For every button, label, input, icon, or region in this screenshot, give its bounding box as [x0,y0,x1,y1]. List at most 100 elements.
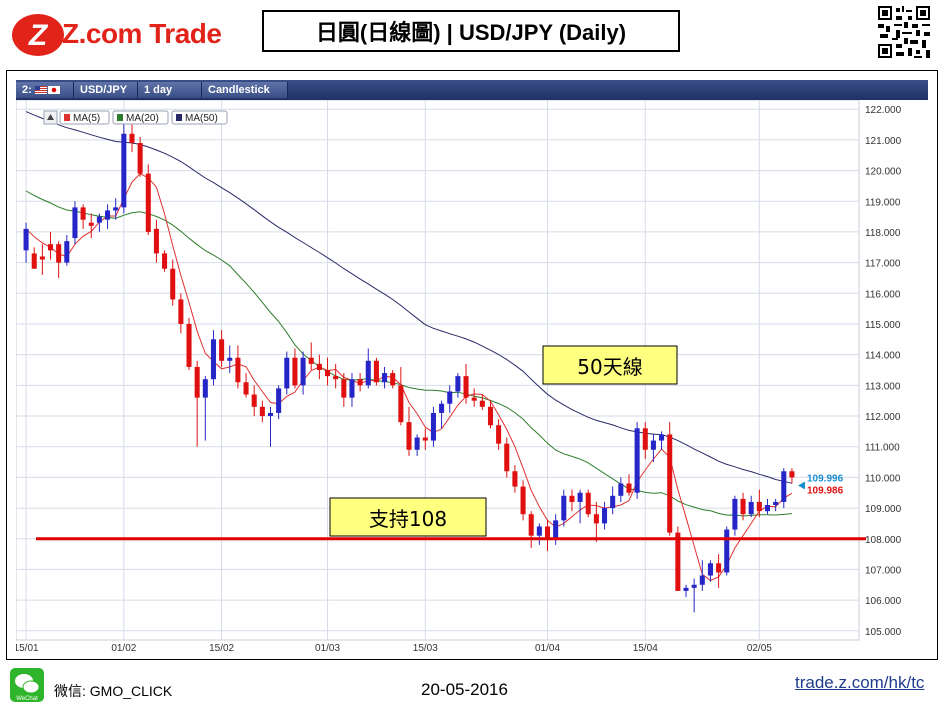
candle [145,164,151,235]
candle [259,400,265,423]
candle-body [251,394,257,407]
candle [512,465,518,493]
candle-body [455,376,461,392]
price-tag-lower: 109.986 [807,486,844,497]
x-tick-label: 01/04 [535,643,560,652]
y-tick-label: 111.000 [865,443,900,454]
candle-body [520,486,526,515]
symbol-label[interactable]: USD/JPY [74,82,138,98]
y-tick-label: 121.000 [865,136,902,147]
candle [536,523,542,545]
candle [504,437,510,478]
candle-body [186,323,192,367]
legend-ma5[interactable] [59,110,110,125]
candle [105,204,111,229]
candle-body [121,133,127,208]
x-tick-label: 15/03 [413,643,438,652]
candlestick-chart[interactable]: 122.000 121.000 120.000 119.000 118.000 117.0… [16,100,928,652]
y-tick-label: 113.000 [865,381,901,392]
candle [781,468,787,509]
legend-ma5-label: MA(5) [73,113,100,124]
z-logo-icon: Z [12,14,64,56]
plot-area [16,100,860,641]
candle [23,222,29,263]
candle [390,370,396,389]
candle [96,213,102,232]
candle-body [430,412,436,441]
candle-body [634,428,640,493]
chart-type-selector[interactable]: Candlestick [202,82,288,98]
candle-body [210,339,216,380]
candle [276,385,282,420]
candle [430,406,436,447]
candle [618,477,624,502]
candle [422,428,428,450]
candle-body [773,501,779,505]
y-tick-label: 115.000 [865,320,901,331]
legend-ma50[interactable] [171,110,228,125]
candle-body [659,434,665,441]
candle-body [105,210,111,220]
price-tag-upper: 109.996 [807,474,844,485]
x-axis: 15/01 01/02 15/02 01/03 15/03 01/04 15/04 02/05 [16,643,772,652]
candle [243,373,249,398]
candle [121,118,127,214]
wechat-id: 微信: GMO_CLICK [54,683,173,699]
period-selector[interactable]: 1 day [138,82,202,98]
candle-body [276,388,282,413]
candle-body [267,412,274,417]
candle [544,520,551,552]
candle [707,560,713,582]
legend-ma20[interactable] [112,110,169,125]
y-tick-label: 112.000 [865,412,901,423]
candle-body [96,216,102,223]
candle-body [553,520,559,539]
candle [251,385,257,417]
candle [357,373,363,392]
candle [406,406,412,456]
y-tick-label: 120.000 [865,167,902,178]
candle [756,489,762,518]
candle [471,388,477,407]
us-flag-icon [34,86,47,94]
candle-body [341,379,347,398]
qr-code-icon [878,6,930,58]
candle [39,244,45,275]
candle [162,250,168,272]
brand-logo-text: Z.com Trade [62,18,222,49]
candle-body [357,379,363,386]
candle-body [789,471,795,478]
legend-ma50-label: MA(50) [185,113,218,124]
candle-body [764,505,771,512]
candle-body [536,526,542,536]
candle [773,498,779,512]
support-annotation-box [329,497,487,537]
candle [88,213,94,239]
website-link[interactable]: trade.z.com/hk/tc [795,673,925,692]
ma50-annotation-label: 50天線 [577,355,642,379]
candle-body [284,357,290,389]
symbol-selector[interactable]: 2: [16,82,74,98]
candle [732,495,738,536]
page-title: 日圓(日線圖) | USD/JPY (Daily) [262,10,680,52]
candle-body [292,357,298,386]
candle [47,231,54,260]
report-date: 20-05-2016 [421,680,508,699]
candle-body [39,256,45,260]
candle [439,400,445,429]
legend-ma5-swatch [64,114,70,121]
candle-body [748,501,754,515]
candle-body [170,268,176,300]
candle [724,526,730,576]
candle [691,578,697,613]
y-tick-label: 109.000 [865,504,902,515]
candle-body [31,253,37,269]
candle-body [162,253,168,269]
candle [72,201,78,245]
candle-body [756,501,762,512]
candle-body [781,471,787,502]
candle-body [422,437,428,441]
candle [447,385,453,413]
candle [748,495,754,518]
